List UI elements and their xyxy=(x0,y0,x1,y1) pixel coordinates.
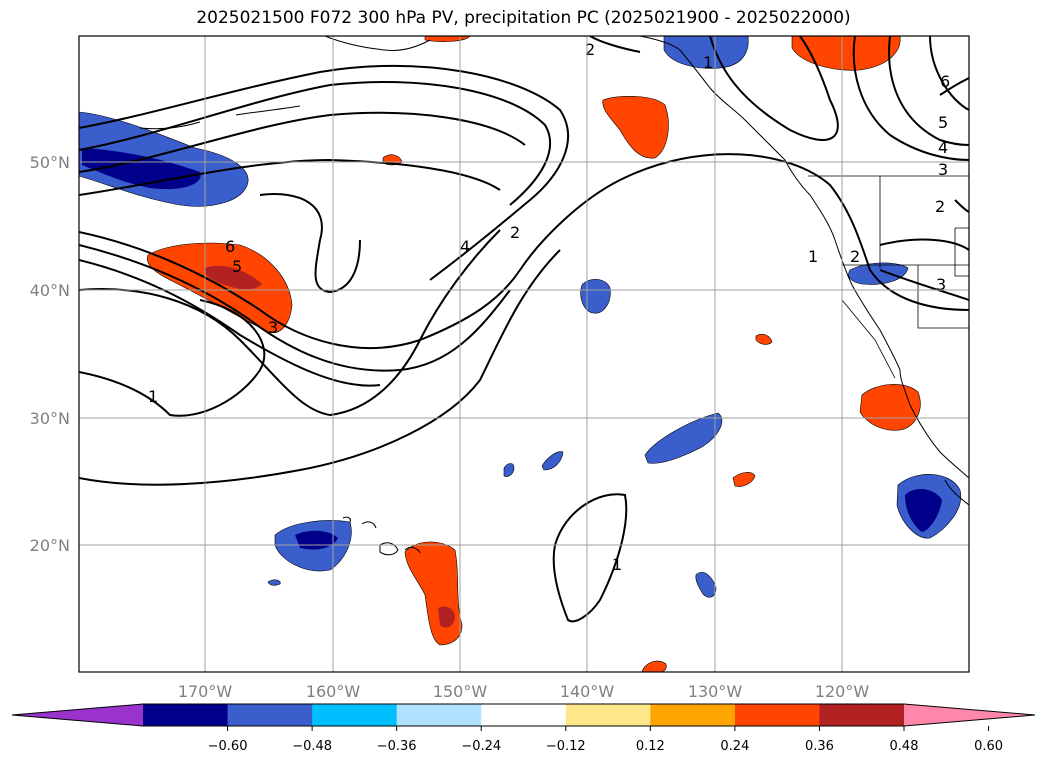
colorbar-extend-low xyxy=(12,704,143,726)
lon-label: 170°W xyxy=(178,682,233,701)
neg-blob-small1 xyxy=(541,451,564,471)
map-title: 2025021500 F072 300 hPa PV, precipitatio… xyxy=(196,8,851,28)
contour-label: 5 xyxy=(232,257,242,276)
contour-labels: 6 5 3 1 4 2 1 2 1 6 5 4 3 2 1 2 3 xyxy=(148,40,950,574)
colorbar-tick-label: −0.36 xyxy=(377,739,417,754)
precip-blobs xyxy=(79,36,962,672)
lon-label: 150°W xyxy=(433,682,488,701)
colorbar-segment xyxy=(396,704,482,726)
colorbar-outline xyxy=(11,703,1036,727)
colorbar-tick-label: 0.24 xyxy=(720,739,749,754)
neg-blob-30n xyxy=(644,412,723,464)
contour-label: 1 xyxy=(148,387,158,406)
contour-label: 3 xyxy=(268,318,278,337)
colorbar-segment xyxy=(481,704,567,726)
contour-label: 1 xyxy=(612,555,622,574)
contour-label: 6 xyxy=(225,237,235,256)
colorbar-tick-label: 0.36 xyxy=(805,739,834,754)
gridlines xyxy=(79,36,969,672)
contour-label: 3 xyxy=(938,160,948,179)
neg-blob-nw xyxy=(79,111,249,207)
contour-label: 6 xyxy=(940,72,950,91)
colorbar-tick-label: 0.12 xyxy=(636,739,665,754)
colorbar-tick-label: −0.48 xyxy=(292,739,332,754)
pos-blob-small3 xyxy=(732,472,756,487)
latitude-labels: 50°N 40°N 30°N 20°N xyxy=(30,153,70,555)
colorbar-segment xyxy=(227,704,313,726)
colorbar-ticks: −0.60 −0.48 −0.36 −0.24 −0.12 0.12 0.24 0.36 0.4… xyxy=(208,726,1003,754)
pos-blob-socal xyxy=(859,384,921,431)
colorbar-segment xyxy=(565,704,651,726)
neg-blob-40n xyxy=(580,279,611,314)
pos-blob-small2 xyxy=(755,333,773,345)
colorbar-tick-label: −0.60 xyxy=(208,739,248,754)
longitude-labels: 170°W 160°W 150°W 140°W 130°W 120°W xyxy=(178,682,870,701)
neg-blob-small4 xyxy=(267,579,281,586)
pos-blob-42n-core xyxy=(204,265,262,290)
pos-blob-south xyxy=(641,660,667,672)
contour-label: 2 xyxy=(585,40,595,59)
colorbar-tick-label: 0.48 xyxy=(890,739,919,754)
contour-label: 1 xyxy=(703,53,713,72)
colorbar-tick-label: 0.60 xyxy=(974,739,1003,754)
lat-label: 50°N xyxy=(30,153,70,172)
colorbar-segment xyxy=(143,704,229,726)
colorbar-segment xyxy=(650,704,736,726)
pos-blob-north xyxy=(791,36,901,71)
lon-label: 140°W xyxy=(560,682,615,701)
pos-blob-hawaii-core xyxy=(438,606,455,628)
neg-blob-north xyxy=(663,36,749,69)
colorbar xyxy=(11,703,1036,727)
pos-blob-gulf xyxy=(602,96,669,159)
contour-label: 2 xyxy=(850,247,860,266)
lon-label: 160°W xyxy=(306,682,361,701)
pv-contours xyxy=(79,36,969,623)
neg-blob-small3 xyxy=(695,571,717,598)
contour-label: 4 xyxy=(460,237,470,256)
lat-label: 20°N xyxy=(30,536,70,555)
contour-label: 2 xyxy=(510,223,520,242)
map-frame xyxy=(78,35,970,673)
lon-label: 120°W xyxy=(815,682,870,701)
neg-blob-small2 xyxy=(503,463,515,477)
coastlines xyxy=(139,36,969,556)
borders xyxy=(808,175,969,379)
colorbar-extend-high xyxy=(904,704,1035,726)
colorbar-tick-label: −0.24 xyxy=(461,739,501,754)
colorbar-segment xyxy=(734,704,820,726)
contour-label: 2 xyxy=(935,197,945,216)
colorbar-segment xyxy=(312,704,398,726)
colorbar-segment xyxy=(819,704,905,726)
lon-label: 130°W xyxy=(688,682,743,701)
lat-label: 30°N xyxy=(30,409,70,428)
lat-label: 40°N xyxy=(30,281,70,300)
colorbar-tick-label: −0.12 xyxy=(546,739,586,754)
contour-label: 5 xyxy=(938,113,948,132)
contour-label: 1 xyxy=(808,247,818,266)
contour-label: 3 xyxy=(936,275,946,294)
map-panel xyxy=(79,36,969,672)
neg-blob-baja-core xyxy=(905,488,942,532)
contour-label: 4 xyxy=(938,138,948,157)
